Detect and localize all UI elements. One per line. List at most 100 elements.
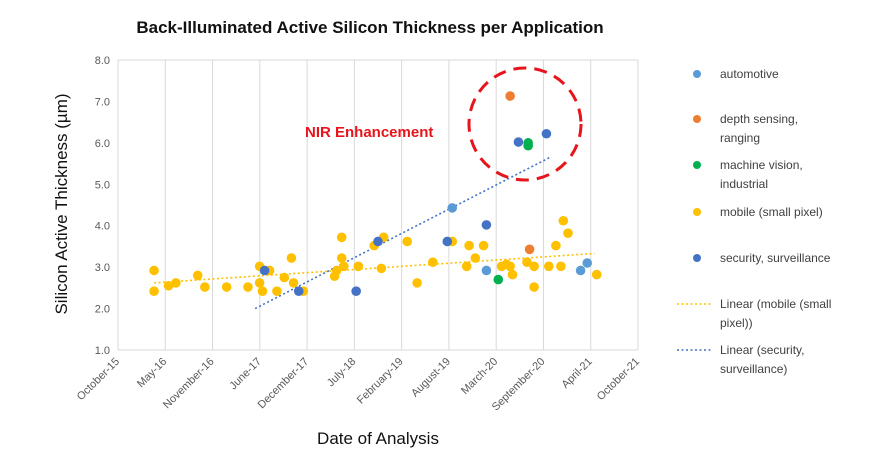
y-tick-label: 1.0	[95, 345, 110, 357]
legend-label: depth sensing,	[720, 112, 798, 126]
data-point	[478, 240, 489, 251]
data-point	[272, 286, 282, 296]
legend-marker	[693, 254, 701, 262]
data-point	[447, 203, 458, 213]
legend-label: security, surveillance	[720, 251, 831, 265]
data-point	[461, 261, 472, 272]
legend-label: mobile (small pixel)	[720, 205, 823, 219]
data-point	[288, 278, 299, 288]
trendline	[154, 252, 595, 284]
data-point	[464, 240, 474, 251]
x-tick-label: August-19	[409, 356, 453, 400]
data-point	[279, 272, 290, 283]
trendlines	[154, 156, 595, 310]
data-point	[336, 253, 347, 263]
legend-marker	[693, 70, 701, 78]
x-tick-label: February-19	[355, 356, 406, 407]
chart-title: Back-Illuminated Active Silicon Thicknes…	[136, 18, 604, 37]
data-point	[339, 261, 349, 272]
legend-label: machine vision,	[720, 158, 803, 172]
data-point	[541, 128, 552, 139]
data-point	[442, 236, 453, 247]
data-point	[563, 228, 573, 238]
legend-label: Linear (mobile (small	[720, 297, 831, 311]
data-point	[523, 140, 533, 151]
grid	[117, 59, 639, 351]
data-point	[556, 261, 566, 272]
data-point	[522, 257, 532, 267]
data-point	[200, 282, 210, 292]
x-tick-label: June-17	[227, 356, 264, 393]
data-point	[427, 257, 438, 267]
x-tick-label: March-20	[459, 356, 500, 397]
y-tick-label: 5.0	[95, 179, 110, 191]
data-points	[149, 91, 602, 296]
x-tick-label: December-17	[256, 356, 312, 412]
data-point	[293, 286, 304, 296]
data-point	[221, 282, 232, 292]
data-point	[513, 137, 524, 147]
y-axis-title: Silicon Active Thickness (µm)	[52, 93, 71, 314]
x-tick-label: November-16	[161, 356, 217, 412]
data-point	[254, 278, 265, 288]
data-point	[575, 265, 586, 276]
legend-marker	[693, 161, 701, 169]
x-tick-label: July-18	[325, 356, 359, 390]
x-axis-title: Date of Analysis	[317, 429, 439, 448]
y-tick-labels: 1.0 2.0 3.0 4.0 5.0 6.0 7.0 8.0	[95, 55, 110, 357]
data-point	[558, 215, 569, 226]
data-point	[412, 278, 422, 288]
trendline	[254, 156, 551, 310]
data-point	[149, 265, 159, 276]
y-tick-label: 8.0	[95, 55, 110, 67]
data-point	[505, 261, 515, 272]
data-point	[524, 244, 535, 255]
data-point	[591, 269, 602, 280]
data-point	[582, 258, 593, 268]
data-point	[551, 240, 561, 251]
x-tick-label: April-21	[560, 356, 595, 391]
legend-label: automotive	[720, 67, 779, 81]
data-point	[243, 282, 253, 292]
data-point	[351, 286, 361, 296]
data-point	[149, 286, 159, 296]
legend-label: surveillance)	[720, 362, 787, 376]
legend-label: Linear (security,	[720, 343, 804, 357]
nir-enhancement-circle	[467, 66, 583, 182]
data-point	[507, 269, 518, 280]
legend: automotive depth sensing, ranging machine v…	[677, 67, 831, 376]
data-point	[336, 232, 347, 243]
data-point	[163, 280, 174, 291]
data-point	[470, 253, 481, 263]
data-point	[259, 265, 270, 276]
data-point	[505, 91, 515, 101]
legend-marker	[693, 115, 701, 123]
y-tick-label: 2.0	[95, 304, 110, 316]
y-tick-label: 7.0	[95, 96, 110, 108]
data-point	[286, 253, 297, 263]
data-point	[529, 282, 539, 292]
x-tick-label: October-15	[75, 356, 122, 403]
data-point	[353, 261, 364, 272]
legend-marker	[693, 208, 701, 216]
data-point	[257, 286, 268, 296]
y-tick-label: 4.0	[95, 221, 110, 233]
y-tick-label: 3.0	[95, 262, 110, 274]
legend-label: industrial	[720, 177, 768, 191]
data-point	[481, 265, 492, 276]
data-point	[376, 263, 387, 274]
data-point	[402, 236, 412, 247]
data-point	[192, 270, 203, 281]
y-tick-label: 6.0	[95, 138, 110, 150]
legend-label: pixel))	[720, 316, 753, 330]
data-point	[529, 261, 539, 272]
nir-enhancement-label: NIR Enhancement	[305, 124, 433, 141]
data-point	[493, 274, 504, 285]
data-point	[373, 236, 383, 247]
x-tick-label: October-21	[595, 356, 642, 403]
x-tick-label: May-16	[135, 356, 169, 390]
data-point	[331, 265, 342, 276]
data-point	[481, 220, 492, 230]
data-point	[544, 261, 554, 272]
